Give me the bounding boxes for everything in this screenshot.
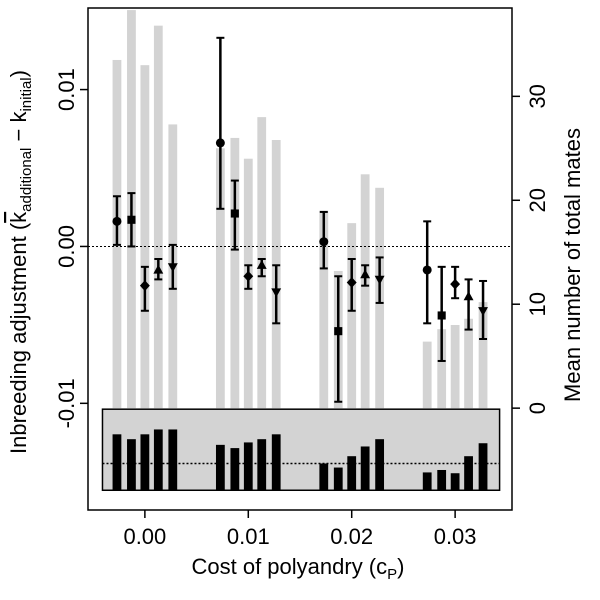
point-square (437, 311, 446, 320)
inset-bar-1-4 (271, 434, 281, 491)
effect-0-2 (139, 265, 150, 312)
effect-3-1 (437, 265, 446, 362)
effect-2-4 (374, 256, 385, 304)
effect-2-1 (334, 275, 343, 403)
inset-bar-3-0 (422, 472, 432, 491)
point-diamond (346, 277, 357, 288)
effect-0-4 (167, 243, 178, 290)
y-right-tick-label: 10 (525, 292, 550, 316)
effect-1-1 (230, 179, 239, 251)
effect-2-3 (360, 264, 371, 287)
y-axis-right-title: Mean number of total mates (560, 128, 585, 402)
inset-bar-3-4 (478, 443, 488, 491)
effect-1-0 (215, 36, 225, 210)
effect-1-3 (256, 258, 267, 278)
mates-bar-2-3 (360, 174, 370, 409)
x-tick-label: 0.02 (330, 524, 373, 549)
effect-1-4 (271, 264, 282, 325)
y-right-tick-label: 30 (525, 84, 550, 108)
point-triangle-up (153, 264, 164, 274)
point-triangle-down (478, 307, 488, 317)
inset-bar-2-1 (333, 467, 343, 491)
inset-bar-3-3 (464, 456, 473, 491)
point-triangle-down (271, 288, 282, 298)
effect-0-1 (127, 192, 136, 248)
y-right-tick-label: 0 (525, 402, 550, 414)
x-axis: 0.00 0.01 0.02 0.03 (123, 510, 477, 549)
x-tick-label: 0.03 (434, 524, 477, 549)
mates-bar-0-3 (153, 25, 163, 409)
point-square (127, 215, 136, 224)
mates-bar-3-1 (437, 329, 447, 409)
inset-bar-0-0 (112, 434, 122, 491)
effect-3-3 (463, 278, 474, 331)
y-left-tick-label: 0.01 (54, 68, 79, 111)
mates-bar-1-1 (230, 137, 240, 409)
plot-frame (87, 7, 513, 511)
effect-points (112, 36, 488, 403)
inset-bar-2-0 (319, 463, 329, 491)
effect-0-0 (112, 195, 122, 246)
point-square (334, 327, 343, 336)
y-axis-right: 0 10 20 30 (512, 84, 550, 414)
mates-bar-3-2 (450, 324, 460, 409)
point-circle (319, 237, 329, 247)
point-circle (215, 138, 225, 148)
mates-bar-3-0 (422, 341, 432, 409)
inset-bar-0-2 (140, 434, 150, 491)
effect-3-2 (450, 265, 461, 300)
point-triangle-up (463, 291, 474, 301)
inset-bar-1-2 (243, 442, 253, 491)
y-left-tick-label: 0.00 (54, 225, 79, 268)
point-triangle-down (167, 263, 178, 273)
inset-panel (101, 408, 501, 492)
point-triangle-down (374, 275, 385, 285)
point-square (230, 209, 239, 218)
point-circle (112, 216, 122, 226)
effect-3-4 (478, 279, 488, 341)
x-tick-label: 0.00 (123, 524, 166, 549)
effect-2-0 (319, 210, 329, 270)
inset-bar-2-3 (360, 446, 370, 491)
inset-bar-2-4 (375, 439, 385, 491)
y-right-tick-label: 20 (525, 188, 550, 212)
effect-1-2 (243, 264, 254, 290)
mates-bar-3-3 (464, 318, 473, 409)
mates-bar-2-2 (347, 223, 357, 409)
inset-bar-2-2 (347, 456, 357, 491)
mates-bar-3-4 (478, 302, 488, 409)
y-left-tick-label: -0.01 (54, 378, 79, 428)
y-axis-left-title: Inbreeding adjustment (kadditional − kin… (6, 70, 35, 454)
mates-bar-1-0 (215, 148, 225, 409)
y-axis-left: -0.01 0.00 0.01 (54, 68, 88, 428)
inset-bar-3-2 (450, 473, 460, 491)
point-triangle-up (256, 259, 267, 269)
mates-bar-0-2 (140, 65, 150, 409)
point-circle (422, 265, 432, 275)
effect-2-2 (346, 258, 357, 312)
point-diamond (243, 270, 254, 282)
inset-bar-1-3 (257, 439, 267, 491)
inset-bar-1-1 (230, 448, 240, 491)
point-diamond (139, 280, 150, 292)
mates-bars (112, 10, 488, 409)
inset-bar-0-4 (168, 429, 178, 491)
inset-bar-1-0 (215, 444, 225, 491)
inset-bar-0-1 (127, 439, 136, 491)
mates-bar-2-0 (319, 210, 329, 409)
point-diamond (450, 278, 461, 290)
x-axis-title: Cost of polyandry (cP) (192, 554, 405, 583)
effect-3-0 (422, 220, 432, 325)
inset-bar-3-1 (437, 469, 447, 491)
effect-0-3 (153, 258, 164, 281)
x-tick-label: 0.01 (227, 524, 270, 549)
inset-bar-0-3 (153, 429, 163, 491)
point-triangle-up (360, 269, 371, 279)
